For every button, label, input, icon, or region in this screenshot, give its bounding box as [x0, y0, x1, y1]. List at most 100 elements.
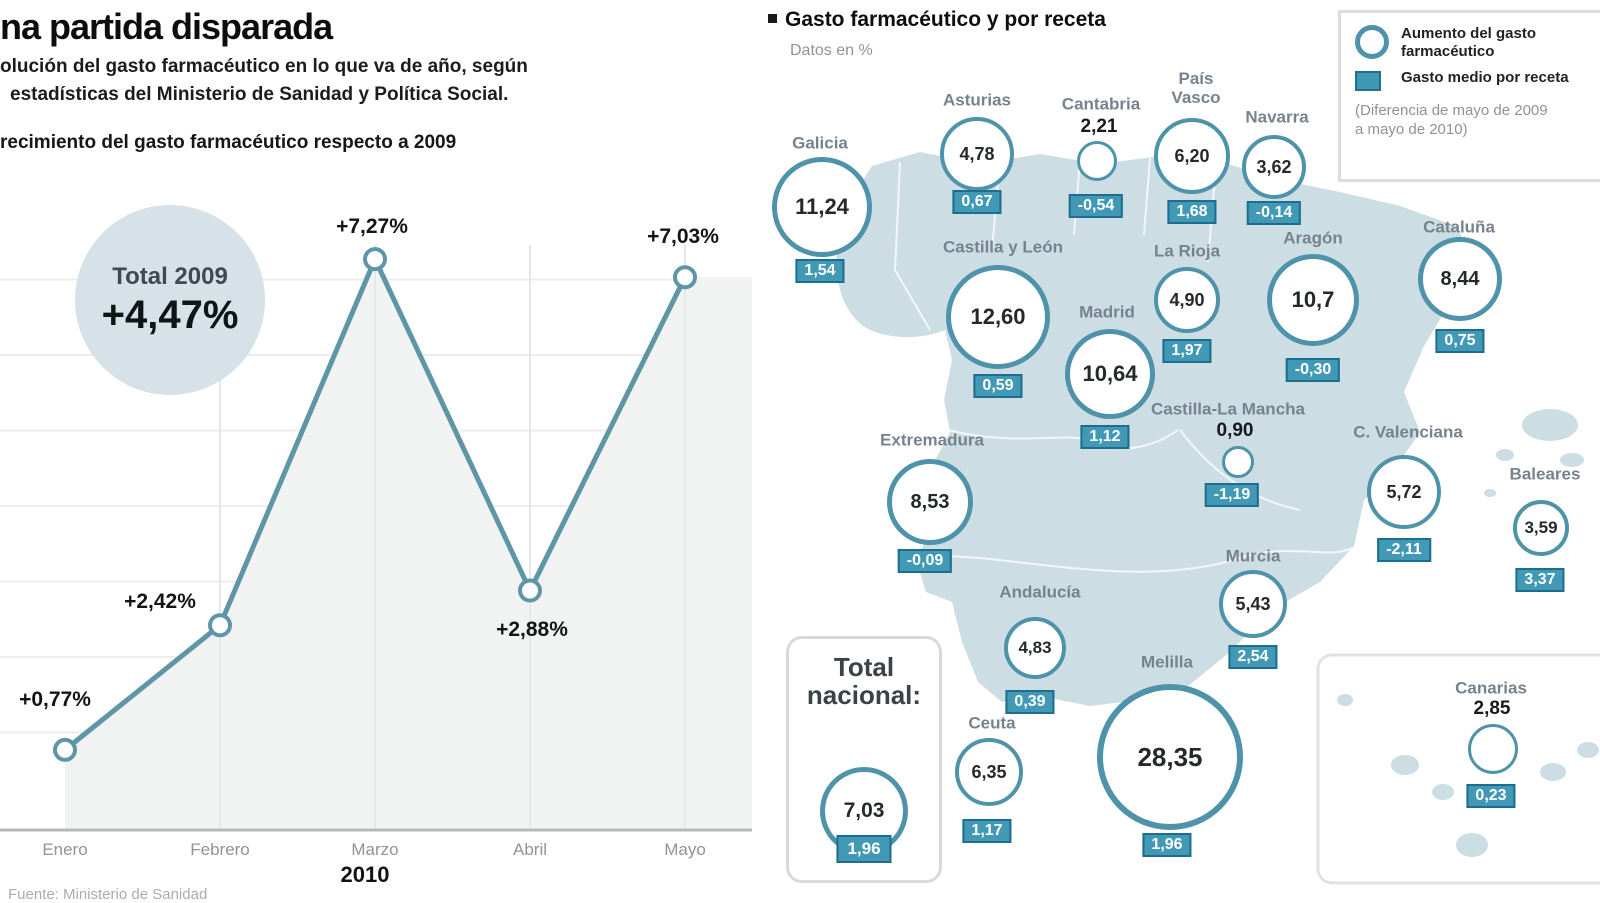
catalu-a-gasto-circle: 8,44: [1418, 237, 1502, 321]
legend-item-receta: Gasto medio por receta: [1355, 69, 1600, 91]
point-label-marzo: +7,27%: [336, 215, 408, 238]
total-2009-label: Total 2009: [112, 262, 228, 290]
canarias-inset-box: [1316, 653, 1600, 885]
square-marker-icon: [1355, 71, 1381, 91]
x-tick-marzo: Marzo: [351, 840, 399, 859]
point-label-febrero: +2,42%: [124, 590, 196, 613]
murcia-receta-box: 2,54: [1228, 645, 1278, 669]
page-title: na partida disparada: [0, 6, 333, 47]
madrid-gasto-circle: 10,64: [1065, 329, 1155, 419]
la-rioja-label: La Rioja: [1153, 241, 1221, 261]
cantabria-receta-box: -0,54: [1068, 194, 1124, 218]
asturias-receta-box: 0,67: [952, 190, 1002, 214]
asturias-gasto-circle: 4,78: [940, 117, 1014, 191]
intro-line-2: estadísticas del Ministerio de Sanidad y…: [10, 84, 509, 105]
la-rioja-receta-box: 1,97: [1162, 339, 1212, 363]
map-section-title: Gasto farmacéutico y por receta: [768, 8, 1106, 32]
total-nacional-gasto-value: 7,03: [843, 799, 885, 822]
legend-note-line2: a mayo de 2010): [1355, 121, 1468, 138]
castilla-la-mancha-label: Castilla-La Mancha: [1151, 399, 1305, 419]
navarra-receta-box: -0,14: [1246, 201, 1302, 225]
galicia-label: Galicia: [792, 133, 848, 153]
catalu-a-receta-box: 0,75: [1435, 329, 1485, 353]
asturias-label: Asturias: [942, 90, 1012, 110]
baleares-receta-box: 3,37: [1515, 568, 1565, 592]
cantabria-label: Cantabria: [1061, 94, 1141, 114]
legend-item-gasto: Aumento del gasto farmacéutico: [1355, 25, 1600, 61]
la-rioja-gasto-circle: 4,90: [1154, 267, 1220, 333]
andaluc-a-label: Andalucía: [999, 582, 1081, 602]
intro-line-1: olución del gasto farmacéutico en lo que…: [0, 56, 528, 77]
baleares-label: Baleares: [1509, 464, 1581, 484]
c-valenciana-gasto-circle: 5,72: [1367, 455, 1441, 529]
extremadura-receta-box: -0,09: [897, 549, 953, 573]
canarias-gasto-circle: [1468, 724, 1518, 774]
legend-item-receta-label: Gasto medio por receta: [1401, 69, 1569, 86]
castilla-y-le-n-label: Castilla y León: [943, 237, 1063, 257]
melilla-receta-box: 1,96: [1142, 833, 1192, 857]
cantabria-gasto-circle: [1077, 141, 1117, 181]
circle-marker-icon: [1355, 25, 1389, 59]
galicia-receta-box: 1,54: [795, 259, 845, 283]
legend-note-line1: (Diferencia de mayo de 2009: [1355, 102, 1548, 119]
madrid-receta-box: 1,12: [1080, 425, 1130, 449]
castilla-y-le-n-gasto-circle: 12,60: [946, 265, 1050, 369]
point-label-enero: +0,77%: [19, 688, 91, 711]
c-valenciana-receta-box: -2,11: [1377, 538, 1431, 562]
pa-s-vasco-label: País Vasco: [1171, 69, 1221, 107]
pa-s-vasco-receta-box: 1,68: [1167, 200, 1217, 224]
legend-note: (Diferencia de mayo de 2009 a mayo de 20…: [1355, 101, 1600, 139]
canarias-label: Canarias: [1455, 678, 1527, 698]
andaluc-a-gasto-circle: 4,83: [1004, 617, 1066, 679]
galicia-gasto-circle: 11,24: [772, 157, 872, 257]
extremadura-label: Extremadura: [880, 430, 984, 450]
pa-s-vasco-gasto-circle: 6,20: [1154, 118, 1230, 194]
map-legend: Aumento del gasto farmacéutico Gasto med…: [1338, 10, 1600, 182]
melilla-label: Melilla: [1141, 652, 1193, 672]
x-tick-enero: Enero: [42, 840, 88, 859]
ceuta-label: Ceuta: [968, 713, 1016, 733]
murcia-label: Murcia: [1225, 546, 1281, 566]
c-valenciana-label: C. Valenciana: [1353, 422, 1463, 442]
x-axis-year-label: 2010: [340, 862, 390, 887]
navarra-label: Navarra: [1245, 107, 1309, 127]
castilla-la-mancha-receta-box: -1,19: [1204, 483, 1260, 507]
total-nacional-label: Total nacional:: [806, 652, 922, 710]
point-label-mayo: +7,03%: [647, 225, 719, 248]
total-2009-badge: Total 2009 +4,47%: [75, 205, 265, 395]
legend-item-gasto-label: Aumento del gasto farmacéutico: [1401, 25, 1537, 60]
x-tick-febrero: Febrero: [190, 840, 250, 859]
total-2009-value: +4,47%: [101, 292, 239, 337]
canarias-receta-box: 0,23: [1466, 784, 1516, 808]
x-tick-abril: Abril: [512, 840, 548, 859]
andaluc-a-receta-box: 0,39: [1005, 690, 1055, 714]
baleares-islands: [1484, 409, 1584, 497]
melilla-gasto-circle: 28,35: [1097, 684, 1243, 830]
catalu-a-label: Cataluña: [1423, 217, 1495, 237]
canarias-islands: [1337, 694, 1599, 857]
chart-section-title: recimiento del gasto farmacéutico respec…: [0, 132, 457, 153]
castilla-la-mancha-gasto-circle: [1222, 446, 1254, 478]
map-section-subtitle: Datos en %: [790, 42, 873, 59]
navarra-gasto-circle: 3,62: [1242, 135, 1306, 199]
bullet-icon: [768, 14, 777, 23]
arag-n-gasto-circle: 10,7: [1267, 254, 1359, 346]
murcia-gasto-circle: 5,43: [1219, 570, 1287, 638]
ceuta-receta-box: 1,17: [962, 819, 1012, 843]
madrid-label: Madrid: [1079, 302, 1135, 322]
cantabria-gasto-value: 2,21: [1080, 116, 1118, 137]
castilla-la-mancha-gasto-value: 0,90: [1216, 420, 1254, 441]
canarias-gasto-value: 2,85: [1473, 698, 1511, 719]
map-title-text: Gasto farmacéutico y por receta: [785, 8, 1106, 31]
x-tick-mayo: Mayo: [664, 840, 706, 859]
extremadura-gasto-circle: 8,53: [887, 459, 973, 545]
castilla-y-le-n-receta-box: 0,59: [973, 374, 1023, 398]
arag-n-label: Aragón: [1283, 228, 1343, 248]
point-label-abril: +2,88%: [496, 618, 568, 641]
ceuta-gasto-circle: 6,35: [955, 738, 1023, 806]
arag-n-receta-box: -0,30: [1285, 358, 1341, 382]
total-nacional-receta-box: 1,96: [836, 835, 892, 863]
baleares-gasto-circle: 3,59: [1513, 500, 1569, 556]
total-nacional-card: Total nacional: 7,03 1,96: [786, 636, 942, 883]
